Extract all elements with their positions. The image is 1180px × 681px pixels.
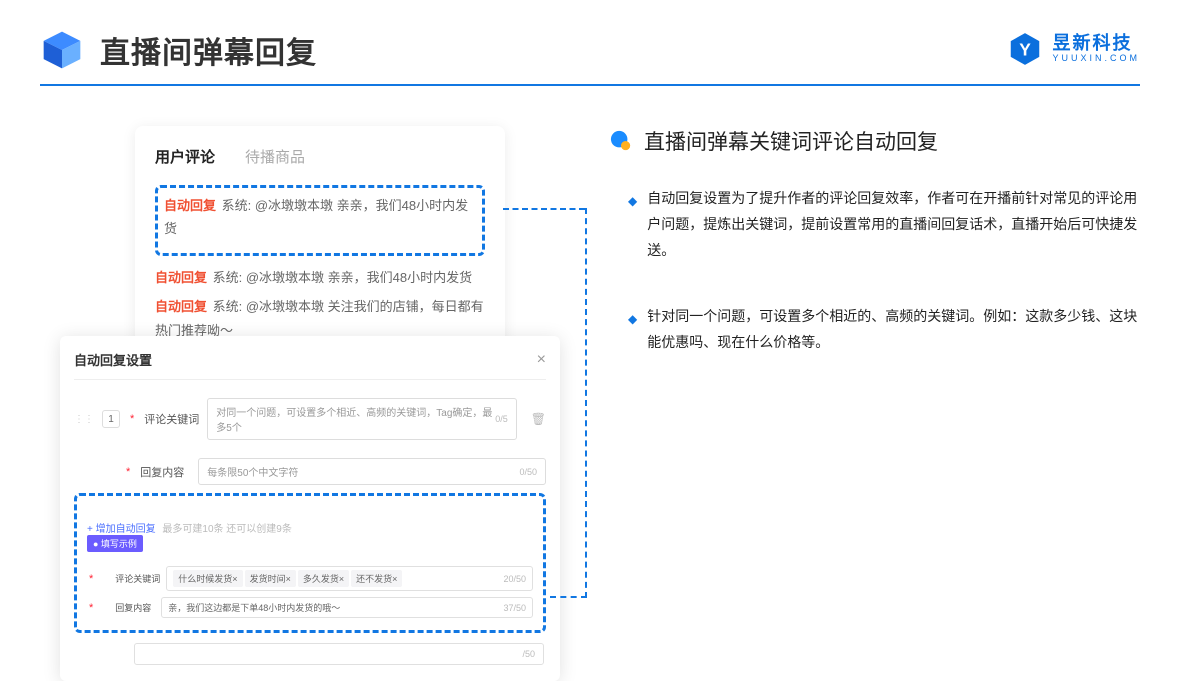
settings-title: 自动回复设置 [74, 350, 152, 369]
comment-text: 系统: @冰墩墩本墩 亲亲，我们48小时内发货 [213, 270, 473, 285]
auto-reply-tag: 自动回复 [164, 198, 216, 213]
required-star: * [89, 602, 93, 614]
comment-row: 自动回复 系统: @冰墩墩本墩 关注我们的店铺，每日都有热门推荐呦～ [155, 295, 485, 342]
ex-keyword-input[interactable]: 什么时候发货× 发货时间× 多久发货× 还不发货× 20/50 [166, 566, 533, 591]
footer-input[interactable]: /50 [134, 643, 544, 665]
section-title: 直播间弹幕关键词评论自动回复 [644, 126, 938, 156]
keyword-input[interactable]: 对同一个问题，可设置多个相近、高频的关键词，Tag确定，最多5个 0/5 [207, 398, 516, 440]
trash-icon[interactable]: 🗑 [531, 412, 546, 426]
bullet-text: 自动回复设置为了提升作者的评论回复效率，作者可在开播前针对常见的评论用户问题，提… [647, 186, 1140, 264]
section-icon [610, 130, 632, 152]
close-icon[interactable]: × [537, 351, 546, 369]
reply-count: 0/50 [519, 467, 537, 477]
highlighted-comment: 自动回复 系统: @冰墩墩本墩 亲亲，我们48小时内发货 [155, 185, 485, 256]
tag-chip[interactable]: 还不发货× [351, 570, 402, 587]
required-star: * [126, 466, 130, 478]
reply-placeholder: 每条限50个中文字符 [207, 464, 298, 479]
add-auto-reply-link[interactable]: + 增加自动回复 [87, 524, 156, 535]
brand-logo: Y 昱新科技 YUUXIN.COM [1006, 30, 1140, 68]
tag-chip[interactable]: 什么时候发货× [173, 570, 242, 587]
tag-chip[interactable]: 发货时间× [245, 570, 296, 587]
add-meta-text: 最多可建10条 还可以创建9条 [162, 524, 291, 535]
bullet-item: ◆ 自动回复设置为了提升作者的评论回复效率，作者可在开播前针对常见的评论用户问题… [628, 186, 1140, 264]
auto-reply-settings-panel: 自动回复设置 × ⋮⋮ 1 * 评论关键词 对同一个问题，可设置多个相近、高频的… [60, 336, 560, 681]
diamond-icon: ◆ [628, 308, 637, 356]
bullet-item: ◆ 针对同一个问题，可设置多个相近的、高频的关键词。例如：这款多少钱、这块能优惠… [628, 304, 1140, 356]
logo-icon: Y [1006, 30, 1044, 68]
cube-icon [40, 28, 84, 72]
keyword-label: 评论关键词 [144, 411, 199, 427]
tag-chip[interactable]: 多久发货× [298, 570, 349, 587]
ex-kw-count: 20/50 [503, 574, 526, 584]
ex-keyword-label: 评论关键词 [115, 572, 160, 585]
required-star: * [130, 413, 134, 425]
reply-input[interactable]: 每条限50个中文字符 0/50 [198, 458, 546, 485]
tab-pending-products[interactable]: 待播商品 [245, 146, 305, 167]
page-title: 直播间弹幕回复 [100, 28, 317, 72]
footer-count: /50 [522, 649, 535, 659]
logo-text-sub: YUUXIN.COM [1052, 54, 1140, 64]
keyword-placeholder: 对同一个问题，可设置多个相近、高频的关键词，Tag确定，最多5个 [216, 404, 495, 434]
example-block: + 增加自动回复 最多可建10条 还可以创建9条 ● 填写示例 * 评论关键词 … [74, 493, 546, 633]
tab-user-comments[interactable]: 用户评论 [155, 146, 215, 167]
keyword-count: 0/5 [495, 414, 508, 424]
ex-reply-input[interactable]: 亲，我们这边都是下单48小时内发货的哦～ 37/50 [161, 597, 533, 618]
auto-reply-tag: 自动回复 [155, 270, 207, 285]
drag-handle-icon[interactable]: ⋮⋮ [74, 414, 94, 425]
reply-label: 回复内容 [140, 464, 190, 480]
rule-number: 1 [102, 410, 120, 428]
comment-row: 自动回复 系统: @冰墩墩本墩 亲亲，我们48小时内发货 [164, 194, 476, 241]
bullet-text: 针对同一个问题，可设置多个相近的、高频的关键词。例如：这款多少钱、这块能优惠吗、… [647, 304, 1140, 356]
diamond-icon: ◆ [628, 190, 637, 264]
required-star: * [89, 573, 93, 585]
svg-text:Y: Y [1020, 39, 1032, 59]
auto-reply-tag: 自动回复 [155, 299, 207, 314]
ex-reply-count: 37/50 [503, 603, 526, 613]
example-badge: ● 填写示例 [87, 535, 143, 552]
ex-reply-label: 回复内容 [115, 601, 155, 614]
comment-row: 自动回复 系统: @冰墩墩本墩 亲亲，我们48小时内发货 [155, 266, 485, 289]
ex-reply-text: 亲，我们这边都是下单48小时内发货的哦～ [168, 601, 340, 614]
logo-text-main: 昱新科技 [1052, 34, 1140, 54]
